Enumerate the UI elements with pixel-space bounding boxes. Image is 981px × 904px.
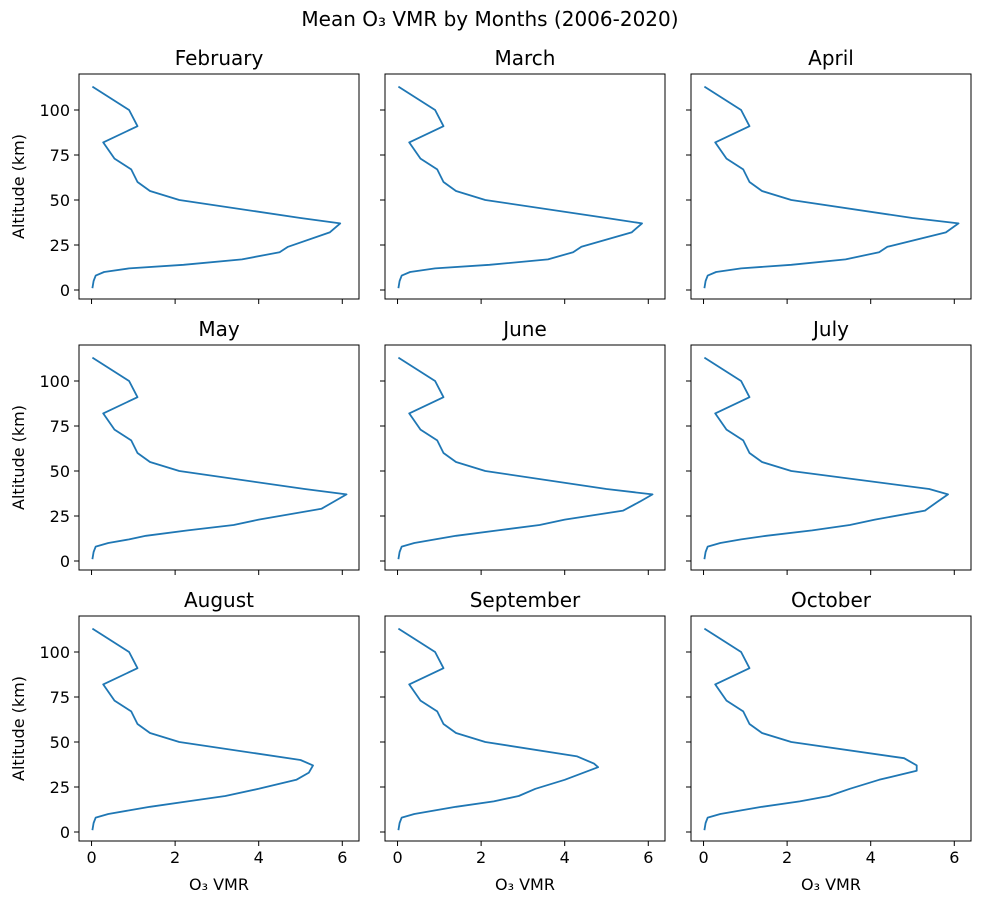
o3-profile-line xyxy=(91,627,314,831)
subplot-september: September 0 2 4 6 O₃ VMR xyxy=(380,588,666,894)
x-tick-label: 0 xyxy=(698,848,708,867)
subplot-title: September xyxy=(470,588,581,612)
subplot-may: May 0 25 50 75 100 Altitude (km) xyxy=(9,317,360,575)
subplot-title: July xyxy=(811,317,849,341)
axes-frame xyxy=(78,73,360,300)
subplot-title: May xyxy=(198,317,240,341)
x-tick-label: 6 xyxy=(337,848,347,867)
subplot-title: October xyxy=(791,588,872,612)
subplot-october: October 0 2 4 6 O₃ VMR xyxy=(686,588,972,894)
subplot-title: June xyxy=(501,317,547,341)
o3-profile-line xyxy=(703,356,949,560)
x-tick-label: 6 xyxy=(643,848,653,867)
x-tick-label: 0 xyxy=(86,848,96,867)
subplot-title: April xyxy=(808,46,854,70)
x-tick-label: 0 xyxy=(392,848,402,867)
axes-frame xyxy=(384,615,666,842)
figure-title: Mean O₃ VMR by Months (2006-2020) xyxy=(301,7,678,31)
x-tick-label: 2 xyxy=(782,848,792,867)
subplot-title: March xyxy=(495,46,556,70)
y-tick-label: 25 xyxy=(50,507,70,526)
x-axis-label: O₃ VMR xyxy=(189,875,249,894)
o3-profile-line xyxy=(703,85,960,289)
subplot-june: June xyxy=(380,317,666,575)
x-tick-label: 4 xyxy=(560,848,570,867)
subplot-july: July xyxy=(686,317,972,575)
o3-profile-line xyxy=(703,627,918,831)
y-tick-label: 75 xyxy=(50,146,70,165)
axes-frame xyxy=(384,344,666,571)
subplot-title: August xyxy=(184,588,254,612)
y-tick-label: 0 xyxy=(60,823,70,842)
o3-profile-line xyxy=(397,356,654,560)
axes-frame xyxy=(690,615,972,842)
y-axis-label: Altitude (km) xyxy=(9,676,28,781)
x-tick-label: 4 xyxy=(254,848,264,867)
y-tick-label: 25 xyxy=(50,778,70,797)
y-tick-label: 100 xyxy=(39,101,70,120)
x-tick-label: 6 xyxy=(949,848,959,867)
x-tick-label: 4 xyxy=(866,848,876,867)
x-tick-label: 2 xyxy=(170,848,180,867)
y-axis-label: Altitude (km) xyxy=(9,134,28,239)
subplot-april: April xyxy=(686,46,972,304)
y-tick-label: 100 xyxy=(39,643,70,662)
y-tick-label: 50 xyxy=(50,191,70,210)
y-tick-label: 50 xyxy=(50,733,70,752)
o3-profile-line xyxy=(91,356,348,560)
subplot-february: February 0 25 50 75 100 Altitude (km) xyxy=(9,46,360,304)
y-tick-label: 25 xyxy=(50,236,70,255)
axes-frame xyxy=(384,73,666,300)
x-axis-label: O₃ VMR xyxy=(495,875,555,894)
axes-frame xyxy=(78,615,360,842)
o3-profile-line xyxy=(397,627,599,831)
o3-profile-line xyxy=(397,85,643,289)
y-tick-label: 0 xyxy=(60,552,70,571)
subplot-title: February xyxy=(175,46,264,70)
x-axis-label: O₃ VMR xyxy=(801,875,861,894)
y-tick-label: 50 xyxy=(50,462,70,481)
o3-profile-line xyxy=(91,85,342,289)
subplot-august: August 0 2 4 6 0 25 50 75 100 Altitude (km) O₃ VMR xyxy=(9,588,360,894)
y-tick-label: 75 xyxy=(50,688,70,707)
y-tick-label: 100 xyxy=(39,372,70,391)
y-tick-label: 75 xyxy=(50,417,70,436)
subplot-march: March xyxy=(380,46,666,304)
axes-frame xyxy=(690,344,972,571)
axes-frame xyxy=(78,344,360,571)
x-tick-label: 2 xyxy=(476,848,486,867)
y-tick-label: 0 xyxy=(60,281,70,300)
axes-frame xyxy=(690,73,972,300)
y-axis-label: Altitude (km) xyxy=(9,405,28,510)
subplot-grid: February 0 25 50 75 100 Altitude (km) March Apri… xyxy=(9,46,972,894)
